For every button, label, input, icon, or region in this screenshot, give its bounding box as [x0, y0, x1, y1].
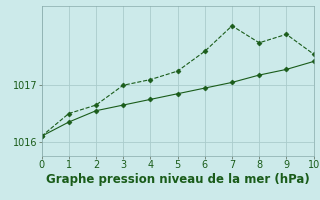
- X-axis label: Graphe pression niveau de la mer (hPa): Graphe pression niveau de la mer (hPa): [46, 173, 309, 186]
